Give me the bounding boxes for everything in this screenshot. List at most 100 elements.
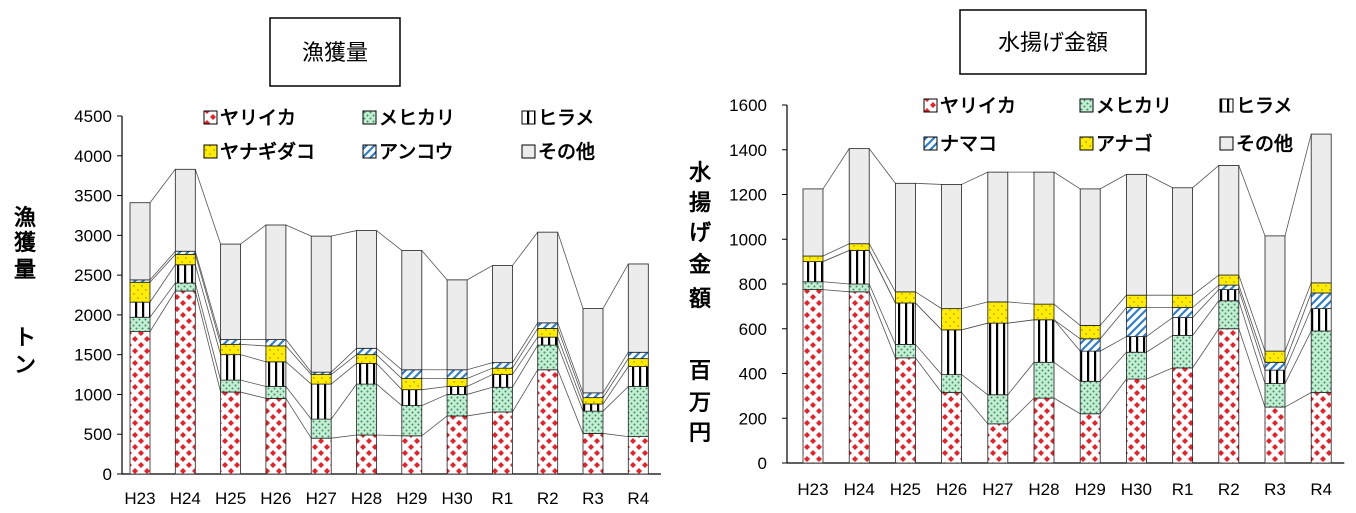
- y-tick-label: 1600: [729, 96, 767, 115]
- bar-segment-vlines: [491, 374, 513, 388]
- bar-segment-plain: [1218, 165, 1240, 276]
- series-connector-line: [421, 386, 448, 391]
- bar-segment-dots: [537, 344, 559, 371]
- y-axis-label-char: げ: [689, 221, 712, 246]
- y-axis-label-char: 円: [689, 421, 711, 446]
- y-tick-label: 0: [758, 454, 767, 473]
- series-connector-line: [240, 379, 266, 387]
- bar-segment-vlines: [1079, 350, 1101, 382]
- series-connector-line: [1099, 351, 1127, 382]
- series-connector-line: [376, 230, 403, 251]
- y-axis-label-char: 揚: [689, 190, 711, 216]
- legend-label: ヤリイカ: [940, 95, 1016, 117]
- series-connector-line: [421, 250, 448, 281]
- bar-segment-diag: [174, 250, 196, 255]
- y-tick-label: 0: [103, 465, 112, 484]
- series-connector-line: [557, 328, 584, 398]
- series-connector-line: [330, 363, 357, 385]
- bar-segment-diag: [627, 351, 649, 360]
- series-connector-line: [467, 411, 493, 417]
- bar-segment-yellow: [446, 378, 468, 387]
- x-tick-label: R3: [1264, 480, 1286, 499]
- bar-segment-dots: [627, 386, 649, 438]
- series-connector-line: [285, 224, 312, 237]
- bar-segment-yellow: [491, 367, 513, 375]
- series-connector-line: [868, 148, 896, 184]
- y-tick-label: 1500: [74, 346, 112, 365]
- series-connector-line: [1100, 336, 1127, 352]
- x-tick-label: H25: [890, 480, 921, 499]
- bar-segment-diamond: [1310, 392, 1332, 464]
- y-tick-label: 1400: [729, 141, 767, 160]
- series-connector-line: [194, 254, 221, 345]
- bar-segment-diamond: [401, 435, 423, 475]
- bar-segment-dots: [848, 283, 870, 293]
- bar-segment-plain: [1310, 133, 1332, 284]
- bar-segment-yellow: [265, 345, 287, 363]
- bar-segment-yellow: [987, 301, 1009, 324]
- bar-segment-vlines: [987, 322, 1009, 396]
- bar-segment-diag: [537, 322, 559, 329]
- x-tick-label: R4: [1310, 480, 1332, 499]
- series-connector-line: [1053, 319, 1081, 352]
- series-connector-line: [1284, 330, 1312, 384]
- bar-segment-plain: [941, 184, 962, 310]
- series-connector-line: [240, 224, 267, 245]
- series-connector-line: [915, 302, 942, 331]
- legend-swatch: [362, 144, 377, 159]
- bar-segment-plain: [446, 279, 468, 371]
- series-connector-line: [149, 290, 176, 332]
- y-axis-label-char: 百: [689, 359, 711, 384]
- legend-swatch: [1219, 136, 1234, 151]
- bar-segment-yellow: [895, 291, 916, 304]
- bar-segment-vlines: [356, 363, 377, 385]
- catch-volume-chart: 漁獲量漁獲量トン05001000150020002500300035004000…: [14, 17, 661, 508]
- series-connector-line: [331, 434, 357, 439]
- x-tick-label: H27: [982, 480, 1013, 499]
- series-connector-line: [557, 337, 584, 405]
- series-connector-line: [557, 232, 584, 309]
- series-connector-line: [1284, 392, 1312, 408]
- legend-label: その他: [538, 140, 595, 163]
- bar-segment-yellow: [848, 243, 870, 251]
- bar-segment-diag: [1218, 284, 1240, 290]
- bar-segment-diag: [582, 392, 604, 399]
- bar-segment-diamond: [895, 357, 916, 464]
- bar-segment-vlines: [1033, 319, 1055, 363]
- series-connector-line: [557, 369, 584, 434]
- y-axis-label-char: 量: [14, 258, 36, 283]
- series-connector-line: [961, 301, 988, 309]
- series-connector-line: [557, 344, 584, 412]
- x-tick-label: R2: [1218, 480, 1240, 499]
- series-connector-line: [822, 148, 850, 190]
- series-connector-line: [1238, 300, 1266, 384]
- series-connector-line: [466, 265, 493, 281]
- legend-label: ナマコ: [940, 133, 997, 155]
- series-connector-line: [1284, 133, 1312, 236]
- series-connector-line: [512, 344, 539, 388]
- series-connector-line: [285, 345, 312, 375]
- series-connector-line: [961, 374, 989, 396]
- series-connector-line: [557, 322, 584, 393]
- series-connector-line: [1238, 284, 1266, 363]
- bar-segment-diamond: [1033, 397, 1055, 464]
- series-connector-line: [961, 322, 988, 331]
- legend-swatch: [923, 136, 938, 151]
- legend-label: その他: [1236, 132, 1293, 155]
- y-tick-label: 1000: [729, 230, 767, 249]
- y-tick-label: 3500: [74, 187, 112, 206]
- bar-segment-yellow: [174, 254, 196, 266]
- series-connector-line: [868, 283, 896, 345]
- chart-title-box: [269, 17, 401, 87]
- bar-segment-diamond: [446, 415, 468, 475]
- y-axis-label-char: ン: [14, 353, 36, 378]
- series-connector-line: [149, 282, 176, 318]
- bar-segment-yellow: [941, 308, 962, 331]
- series-connector-line: [602, 386, 629, 412]
- bar-segment-yellow: [401, 378, 423, 391]
- series-connector-line: [421, 415, 448, 437]
- bar-segment-diamond: [1172, 367, 1193, 464]
- y-tick-label: 600: [739, 320, 767, 339]
- y-tick-label: 2500: [74, 266, 112, 285]
- bar-segment-vlines: [1218, 289, 1240, 302]
